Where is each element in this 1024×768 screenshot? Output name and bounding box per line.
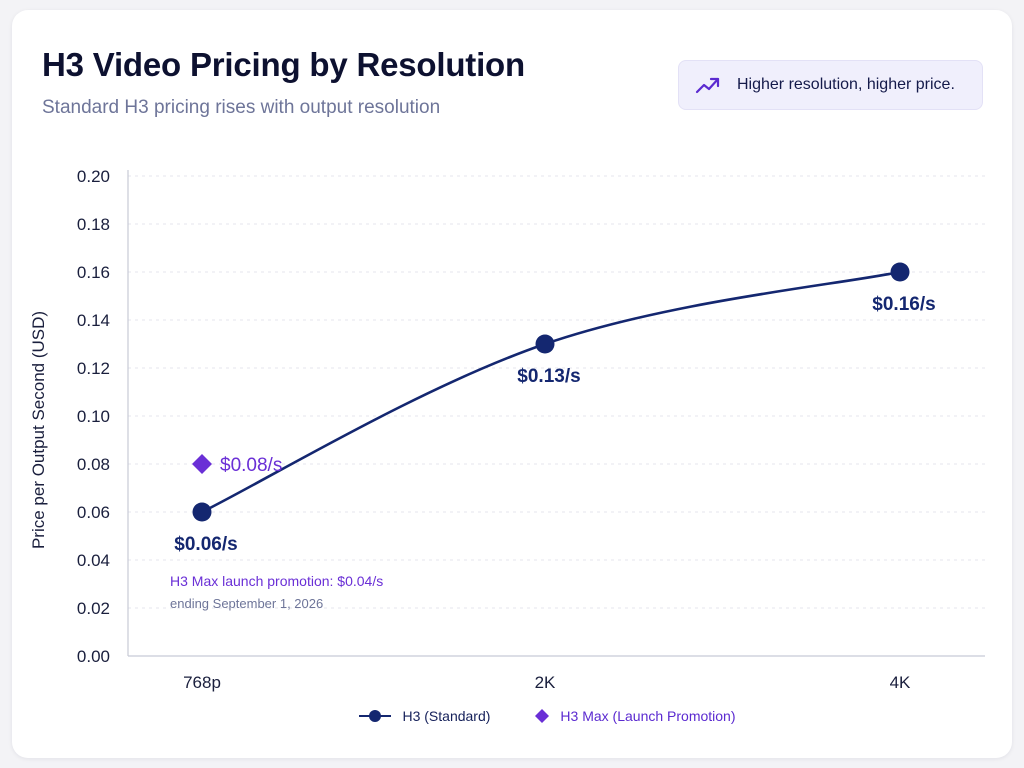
y-tick-label: 0.20 <box>77 167 110 186</box>
chart-title: H3 Video Pricing by Resolution <box>42 46 525 83</box>
legend-label-standard: H3 (Standard) <box>402 708 491 724</box>
legend-label-max: H3 Max (Launch Promotion) <box>560 708 736 724</box>
series-line-standard <box>201 270 901 514</box>
trending-up-icon <box>695 75 721 95</box>
x-tick-label: 2K <box>535 673 556 692</box>
data-label-standard: $0.06/s <box>174 534 237 555</box>
y-tick-label: 0.00 <box>77 647 110 666</box>
circle-marker-icon <box>359 710 392 722</box>
promo-annotation-date: ending September 1, 2026 <box>170 596 323 611</box>
y-tick-label: 0.02 <box>77 599 110 618</box>
insight-callout: Higher resolution, higher price. <box>678 60 983 110</box>
y-tick-label: 0.08 <box>77 455 110 474</box>
x-tick-label: 768p <box>183 673 221 692</box>
diamond-marker-icon <box>535 709 550 723</box>
chart-subtitle: Standard H3 pricing rises with output re… <box>42 97 441 118</box>
legend: H3 (Standard) H3 Max (Launch Promotion) <box>0 708 1024 724</box>
data-point-standard <box>192 502 212 522</box>
y-tick-label: 0.16 <box>77 263 110 282</box>
y-tick-label: 0.04 <box>77 551 110 570</box>
y-tick-label: 0.12 <box>77 359 110 378</box>
y-tick-label: 0.14 <box>77 311 110 330</box>
chart-card <box>12 10 1012 758</box>
y-tick-label: 0.10 <box>77 407 110 426</box>
data-label-standard: $0.13/s <box>517 366 580 387</box>
y-tick-label: 0.18 <box>77 215 110 234</box>
data-point-standard <box>890 262 910 282</box>
legend-item-standard: H3 (Standard) <box>358 708 490 724</box>
y-tick-label: 0.06 <box>77 503 110 522</box>
legend-item-max: H3 Max (Launch Promotion) <box>534 708 736 724</box>
data-label-standard: $0.16/s <box>872 294 935 315</box>
x-tick-label: 4K <box>890 673 911 692</box>
data-point-max <box>192 454 212 474</box>
y-axis-label: Price per Output Second (USD) <box>29 311 48 549</box>
data-label-max: $0.08/s <box>220 455 282 476</box>
promo-annotation: H3 Max launch promotion: $0.04/s <box>170 573 383 589</box>
data-point-standard <box>535 334 555 354</box>
callout-text: Higher resolution, higher price. <box>737 76 955 93</box>
